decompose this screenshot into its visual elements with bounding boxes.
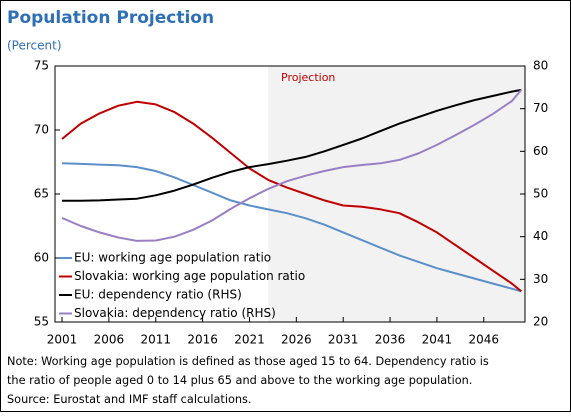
series-line — [62, 88, 522, 202]
y2-tick-label: 50 — [533, 187, 548, 201]
x-tick-label: 2031 — [328, 333, 359, 347]
x-tick-label: 2036 — [375, 333, 406, 347]
series-line — [61, 89, 523, 242]
x-tick-label: 2011 — [140, 333, 171, 347]
y2-tick-label: 30 — [533, 272, 548, 286]
projection-shade — [268, 66, 525, 322]
note: Note: Working age population is defined … — [7, 355, 489, 368]
legend-label: EU: dependency ratio (RHS) — [74, 288, 242, 302]
y-tick-label: 70 — [34, 123, 49, 137]
x-tick-label: 2001 — [47, 333, 78, 347]
x-tick-label: 2026 — [281, 333, 312, 347]
annotation: Projection — [281, 71, 335, 84]
x-tick-label: 2016 — [187, 333, 218, 347]
series-line — [61, 100, 522, 293]
note: the ratio of people aged 0 to 14 plus 65… — [7, 374, 472, 387]
y2-tick-label: 80 — [533, 59, 548, 73]
x-tick-label: 2041 — [422, 333, 453, 347]
y-tick-label: 55 — [34, 315, 49, 329]
legend-label: EU: working age population ratio — [74, 251, 271, 265]
x-tick-label: 2021 — [234, 333, 265, 347]
y-tick-label: 60 — [34, 251, 49, 265]
series-line — [61, 162, 522, 293]
y-tick-label: 65 — [34, 187, 49, 201]
chart-title: Population Projection — [7, 8, 214, 28]
legend-label: Slovakia: dependency ratio (RHS) — [74, 306, 276, 320]
x-tick-label: 2006 — [94, 333, 125, 347]
x-tick-label: 2046 — [468, 333, 499, 347]
subtitle: (Percent) — [7, 39, 62, 53]
y-tick-label: 75 — [34, 59, 49, 73]
y2-tick-label: 70 — [533, 101, 548, 115]
y2-tick-label: 20 — [533, 315, 548, 329]
source: Source: Eurostat and IMF staff calculati… — [7, 393, 252, 406]
y2-tick-label: 40 — [533, 229, 548, 243]
y2-tick-label: 60 — [533, 144, 548, 158]
legend-label: Slovakia: working age population ratio — [74, 269, 305, 283]
